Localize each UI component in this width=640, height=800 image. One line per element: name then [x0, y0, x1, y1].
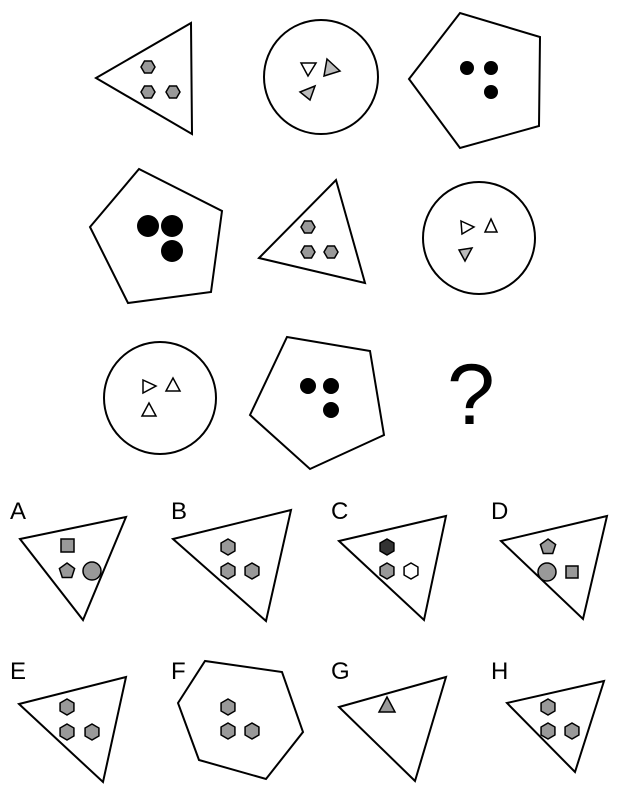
black-circle: [323, 378, 339, 394]
option-h-figure[interactable]: [505, 679, 606, 774]
option-h-label[interactable]: H: [491, 658, 509, 685]
grey-hexagon: [220, 722, 236, 740]
grey-triangle: [457, 247, 474, 263]
option-a-label[interactable]: A: [10, 498, 27, 525]
circle-outline: [103, 341, 217, 455]
white-triangle: [299, 62, 318, 78]
black-circle: [137, 215, 159, 237]
option-f-label[interactable]: F: [171, 658, 186, 685]
option-d-figure[interactable]: [498, 514, 609, 621]
grey-hexagon: [300, 245, 316, 259]
black-circle: [323, 402, 339, 418]
black-circle: [460, 61, 474, 75]
grey-hexagon: [140, 85, 156, 99]
grey-square: [565, 565, 579, 579]
grey-hexagon: [140, 60, 156, 74]
option-c-figure[interactable]: [336, 514, 448, 622]
grey-hexagon: [300, 220, 316, 234]
grey-circle: [537, 562, 557, 582]
option-b-label[interactable]: B: [171, 498, 188, 525]
grid-cell-1-2: [263, 19, 379, 135]
option-e-figure[interactable]: [16, 675, 128, 784]
option-c-label[interactable]: C: [331, 498, 349, 525]
option-e-label[interactable]: E: [10, 658, 27, 685]
option-d-label[interactable]: D: [491, 498, 509, 525]
dark-hexagon: [379, 538, 395, 556]
option-a-figure[interactable]: [18, 515, 128, 622]
circle-outline: [263, 19, 379, 135]
grey-triangle: [298, 84, 317, 102]
circle-outline: [422, 181, 536, 295]
grid-cell-2-3: [422, 181, 536, 295]
black-circle: [161, 240, 183, 262]
grey-hexagon: [84, 723, 100, 741]
grey-hexagon: [379, 562, 395, 580]
option-g-figure[interactable]: [337, 675, 448, 783]
question-mark: ?: [447, 347, 495, 443]
grid-cell-2-2: [257, 178, 367, 285]
grid-cell-3-2: [248, 335, 386, 471]
black-circle: [161, 215, 183, 237]
pentagon-outline: [248, 335, 386, 471]
option-b-figure[interactable]: [170, 508, 293, 623]
grey-hexagon: [220, 562, 236, 580]
hexagon-outline: [176, 659, 305, 781]
white-triangle: [164, 376, 182, 392]
black-circle: [484, 85, 498, 99]
white-hexagon: [403, 562, 419, 580]
grey-hexagon: [220, 698, 236, 716]
grid-cell-1-3: [407, 11, 542, 150]
pentagon-outline: [407, 11, 542, 150]
grey-hexagon: [59, 698, 75, 716]
white-triangle: [460, 219, 476, 236]
grey-square: [60, 538, 75, 553]
white-triangle: [142, 378, 158, 395]
grey-hexagon: [244, 722, 260, 740]
pentagon-outline: [88, 167, 224, 305]
grey-hexagon: [220, 538, 236, 556]
triangle-outline: [94, 21, 194, 136]
grid-cell-2-1: [88, 167, 224, 305]
grey-hexagon: [59, 723, 75, 741]
white-triangle: [140, 401, 158, 417]
grid-cell-1-1: [94, 21, 194, 136]
grey-hexagon: [564, 722, 580, 740]
grid-cell-3-1: [103, 341, 217, 455]
option-g-label[interactable]: G: [331, 658, 350, 685]
triangle-outline: [337, 675, 448, 783]
grey-triangle: [323, 57, 342, 78]
grey-hexagon: [540, 698, 556, 716]
black-circle: [484, 61, 498, 75]
grey-circle: [82, 561, 102, 581]
grey-hexagon: [540, 722, 556, 740]
white-triangle: [483, 217, 499, 233]
grey-hexagon: [323, 245, 339, 259]
grey-hexagon: [244, 562, 260, 580]
grey-hexagon: [165, 85, 181, 99]
option-f-figure[interactable]: [176, 659, 305, 781]
grey-triangle: [377, 695, 397, 713]
black-circle: [300, 378, 316, 394]
